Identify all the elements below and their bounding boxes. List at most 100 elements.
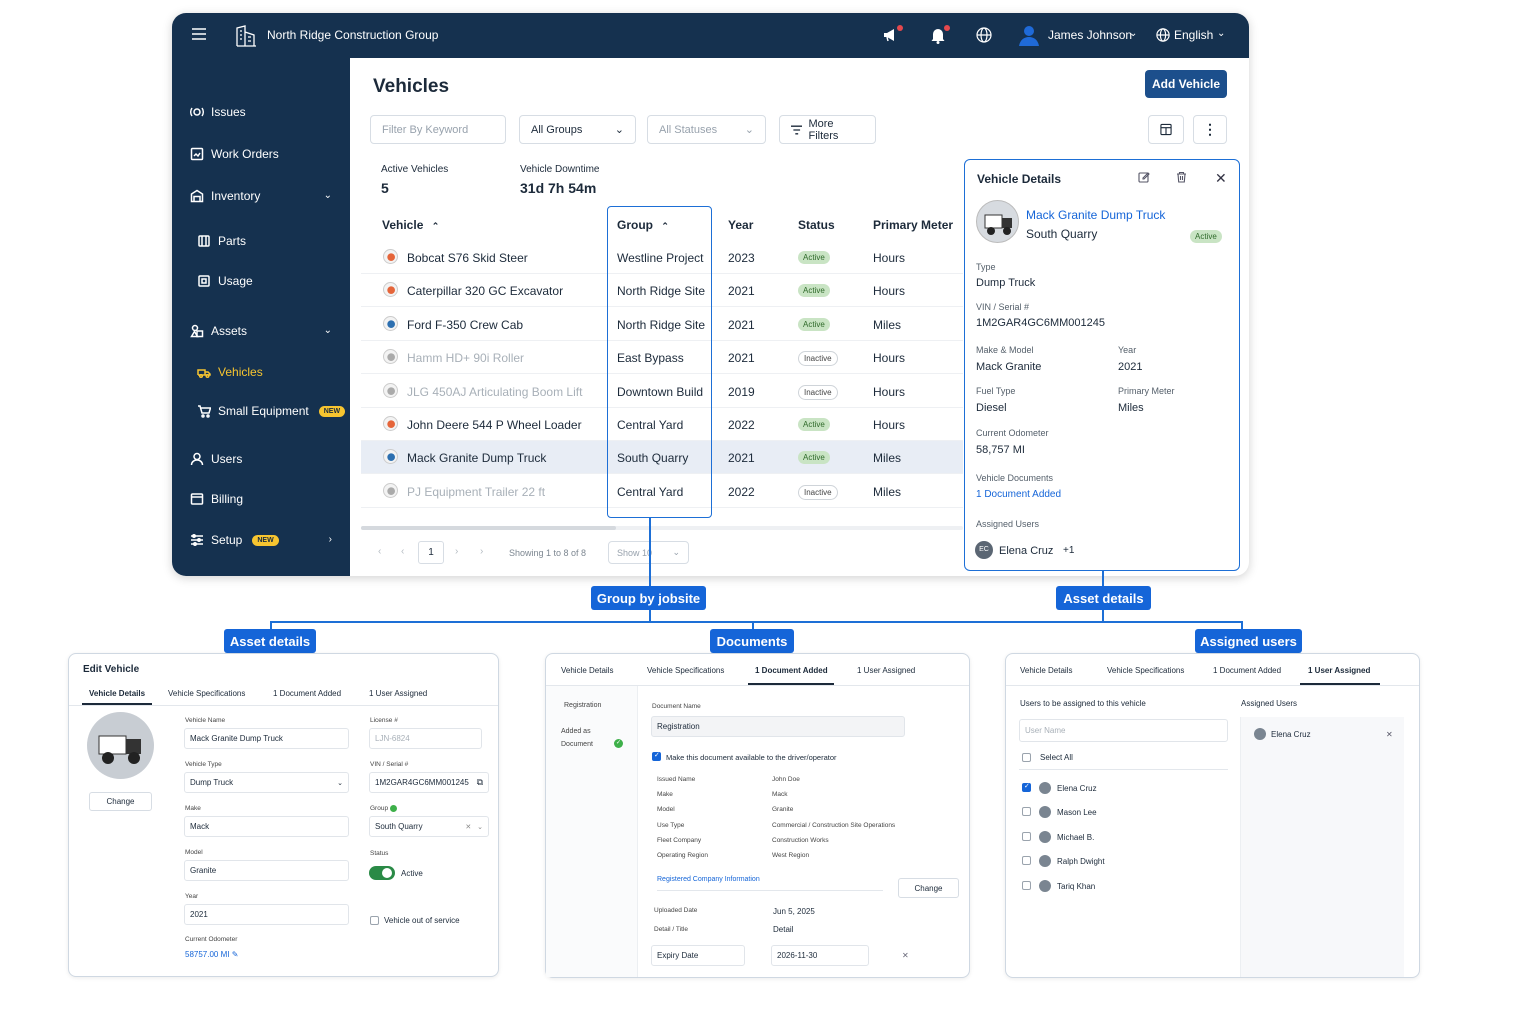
- megaphone-icon[interactable]: [882, 25, 903, 46]
- page-size-select[interactable]: Show 10 ⌄: [608, 541, 689, 564]
- keyword-filter-input[interactable]: Filter By Keyword: [370, 115, 506, 144]
- vehicle-name-cell: JLG 450AJ Articulating Boom Lift: [407, 384, 583, 399]
- user-checkbox[interactable]: [1022, 880, 1031, 890]
- sidebar-item-usage[interactable]: Usage: [197, 274, 253, 288]
- columns-button[interactable]: [1148, 115, 1184, 144]
- chevron-down-icon[interactable]: ⌄: [323, 190, 332, 201]
- user-search-input[interactable]: User Name: [1019, 719, 1228, 742]
- table-row[interactable]: Caterpillar 320 GC Excavator North Ridge …: [361, 274, 963, 308]
- more-options-button[interactable]: ⋮: [1193, 115, 1227, 144]
- change-photo-button[interactable]: Change: [89, 792, 152, 811]
- menu-icon[interactable]: [192, 28, 206, 40]
- sidebar-item-small-equipment[interactable]: Small Equipment NEW: [197, 404, 346, 418]
- chevron-down-icon[interactable]: ⌄: [1129, 28, 1138, 39]
- globe-icon[interactable]: [976, 27, 992, 46]
- clear-icon[interactable]: ✕: [902, 951, 909, 960]
- edit-icon[interactable]: ✎: [231, 950, 239, 959]
- vin-input[interactable]: 1M2GAR4GC6MM001245 ⧉: [369, 772, 489, 793]
- column-header-vehicle[interactable]: Vehicle ⌃: [382, 218, 440, 232]
- status-select[interactable]: All Statuses ⌄: [647, 115, 766, 144]
- make-input[interactable]: Mack: [184, 816, 349, 837]
- vehicle-name-input[interactable]: Mack Granite Dump Truck: [184, 728, 349, 749]
- sidebar-item-setup[interactable]: Setup NEW: [190, 533, 279, 547]
- groups-select[interactable]: All Groups ⌄: [519, 115, 636, 144]
- remove-user-icon[interactable]: ✕: [1386, 730, 1393, 739]
- tab-documents[interactable]: 1 Document Added: [755, 666, 828, 675]
- table-row[interactable]: Bobcat S76 Skid Steer Westline Project 202…: [361, 241, 963, 274]
- tab-vehicle-details[interactable]: Vehicle Details: [1020, 666, 1073, 675]
- horizontal-scrollbar[interactable]: [361, 526, 963, 530]
- registration-item[interactable]: Registration: [564, 702, 602, 709]
- select-all-checkbox[interactable]: [1022, 753, 1031, 762]
- next-page-icon[interactable]: ›: [455, 546, 459, 557]
- chevron-down-icon[interactable]: ⌄: [323, 325, 332, 336]
- sidebar-item-vehicles[interactable]: Vehicles: [197, 365, 263, 379]
- table-row[interactable]: Mack Granite Dump Truck South Quarry 2021 A…: [361, 441, 963, 475]
- sidebar-item-issues[interactable]: Issues: [190, 105, 246, 119]
- column-header-status[interactable]: Status: [798, 218, 835, 232]
- table-row[interactable]: JLG 450AJ Articulating Boom Lift Downtown…: [361, 375, 963, 408]
- column-header-year[interactable]: Year: [728, 218, 754, 232]
- user-checkbox[interactable]: [1022, 856, 1031, 866]
- tab-vehicle-specifications[interactable]: Vehicle Specifications: [647, 666, 725, 675]
- close-icon[interactable]: ✕: [1215, 170, 1227, 186]
- trash-icon[interactable]: [1176, 171, 1187, 186]
- change-company-button[interactable]: Change: [898, 878, 959, 898]
- tab-users[interactable]: 1 User Assigned: [1308, 666, 1371, 675]
- document-name-input[interactable]: Registration: [651, 716, 905, 737]
- tab-vehicle-details[interactable]: Vehicle Details: [89, 689, 146, 698]
- status-toggle[interactable]: [369, 866, 395, 880]
- more-users-count[interactable]: +1: [1063, 545, 1075, 556]
- group-select[interactable]: South Quarry ✕ ⌄: [369, 816, 489, 837]
- table-row[interactable]: Ford F-350 Crew Cab North Ridge Site 2021 A…: [361, 308, 963, 341]
- sidebar-item-parts[interactable]: Parts: [197, 234, 246, 248]
- column-header-primary-meter[interactable]: Primary Meter: [873, 218, 954, 232]
- column-header-group[interactable]: Group ⌃: [617, 218, 669, 232]
- user-name[interactable]: James Johnson: [1048, 28, 1133, 42]
- language-select[interactable]: English: [1174, 28, 1214, 42]
- bell-icon[interactable]: [930, 25, 950, 47]
- add-vehicle-button[interactable]: Add Vehicle: [1145, 70, 1227, 98]
- make-available-checkbox[interactable]: ✓: [652, 752, 661, 761]
- first-page-icon[interactable]: ‹: [378, 546, 382, 557]
- user-checkbox[interactable]: [1022, 807, 1031, 817]
- current-page[interactable]: 1: [418, 541, 444, 564]
- details-vehicle-name[interactable]: Mack Granite Dump Truck: [1026, 208, 1166, 222]
- registered-company-link[interactable]: Registered Company Information: [657, 876, 760, 883]
- clear-icon[interactable]: ✕: [465, 823, 472, 831]
- tab-vehicle-specifications[interactable]: Vehicle Specifications: [1107, 666, 1185, 675]
- sidebar-item-inventory[interactable]: Inventory: [190, 189, 260, 203]
- prev-page-icon[interactable]: ‹: [401, 546, 405, 557]
- model-input[interactable]: Granite: [184, 860, 349, 881]
- user-checkbox[interactable]: ✓: [1022, 783, 1031, 792]
- tab-vehicle-details[interactable]: Vehicle Details: [561, 666, 614, 675]
- edit-icon[interactable]: [1138, 171, 1150, 186]
- documents-link[interactable]: 1 Document Added: [976, 489, 1062, 500]
- tab-documents[interactable]: 1 Document Added: [1213, 666, 1282, 675]
- sidebar-item-work-orders[interactable]: Work Orders: [190, 147, 279, 161]
- sidebar-item-billing[interactable]: Billing: [190, 492, 243, 506]
- tab-users[interactable]: 1 User Assigned: [857, 666, 916, 675]
- tab-vehicle-specifications[interactable]: Vehicle Specifications: [168, 689, 246, 698]
- chevron-down-icon[interactable]: ⌄: [1217, 28, 1226, 39]
- user-avatar-icon[interactable]: [1018, 24, 1040, 49]
- odometer-value[interactable]: 58757.00 MI ✎: [185, 950, 239, 959]
- sidebar-item-users[interactable]: Users: [190, 452, 242, 466]
- more-filters-button[interactable]: More Filters: [779, 115, 876, 144]
- tab-divider: [69, 705, 498, 706]
- license-input[interactable]: LJN-6824: [369, 728, 482, 749]
- table-row[interactable]: Hamm HD+ 90i Roller East Bypass 2021 Inacti…: [361, 341, 963, 375]
- sidebar-item-assets[interactable]: Assets: [190, 324, 247, 338]
- chevron-right-icon[interactable]: ›: [328, 534, 332, 545]
- expiry-date-input[interactable]: 2026-11-30: [771, 945, 869, 966]
- table-row[interactable]: PJ Equipment Trailer 22 ft Central Yard 20…: [361, 475, 963, 508]
- vehicle-type-select[interactable]: Dump Truck ⌄: [184, 772, 349, 793]
- copy-icon[interactable]: ⧉: [476, 777, 483, 787]
- year-input[interactable]: 2021: [184, 904, 349, 925]
- table-row[interactable]: John Deere 544 P Wheel Loader Central Yar…: [361, 408, 963, 441]
- user-checkbox[interactable]: [1022, 831, 1031, 841]
- out-of-service-checkbox[interactable]: [370, 916, 379, 925]
- tab-users[interactable]: 1 User Assigned: [369, 689, 428, 698]
- last-page-icon[interactable]: ›: [480, 546, 484, 557]
- tab-documents[interactable]: 1 Document Added: [273, 689, 342, 698]
